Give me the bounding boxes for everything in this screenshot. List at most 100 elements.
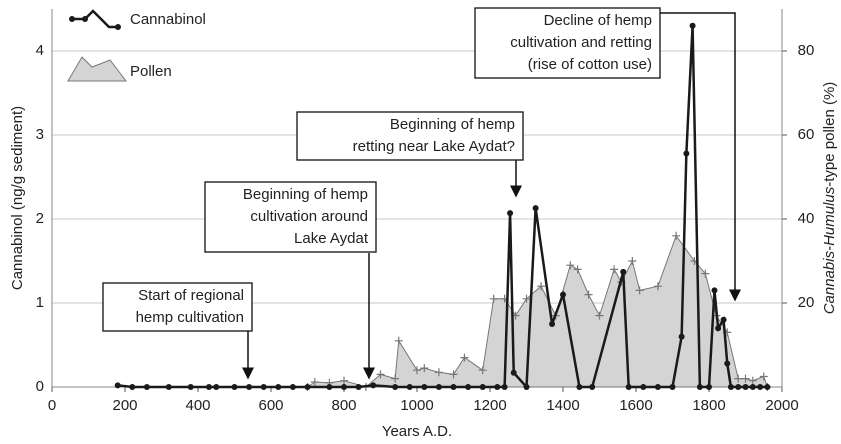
pollen-marker: [478, 366, 487, 375]
cannabinol-marker: [246, 384, 253, 390]
cannabinol-marker: [205, 384, 212, 390]
annotation-box: [296, 111, 524, 161]
annotation: Beginning of hemp cultivation around Lake …: [204, 181, 377, 380]
cannabinol-marker: [143, 384, 150, 390]
x-tick-label: 1000: [400, 397, 433, 414]
cannabinol-marker: [757, 384, 764, 390]
annotation-text: cultivation and retting: [510, 34, 652, 51]
pollen-marker: [628, 257, 637, 265]
annotation-text: Beginning of hemp: [243, 186, 368, 203]
y2-label-part: -type pollen (%): [821, 82, 838, 187]
cannabinol-marker: [640, 384, 647, 390]
annotation-box: [102, 282, 253, 332]
y-axis-label: Cannabinol (ng/g sediment): [9, 106, 26, 290]
cannabinol-marker: [392, 384, 399, 390]
y-tick-label: 0: [36, 378, 44, 395]
legend-marker: [82, 16, 88, 22]
x-tick-label: 1600: [619, 397, 652, 414]
pollen-marker: [566, 261, 575, 270]
cannabinol-marker: [711, 287, 718, 294]
pollen-marker: [734, 374, 743, 383]
pollen-marker: [449, 370, 458, 379]
pollen-marker: [672, 231, 681, 240]
annotation-text: Beginning of hemp: [390, 116, 515, 133]
pollen-marker: [635, 286, 644, 295]
legend-marker: [115, 24, 121, 30]
cannabinol-marker: [231, 384, 238, 390]
cannabinol-marker: [549, 321, 556, 327]
annotation-box: [204, 181, 377, 253]
x-tick-label: 1400: [546, 397, 579, 414]
legend-label: Pollen: [130, 63, 172, 80]
annotation-text: Lake Aydat: [294, 230, 369, 247]
pollen-marker: [340, 376, 348, 385]
legend-line-icon: [72, 9, 118, 29]
annotation-text: Decline of hemp: [544, 12, 652, 29]
annotation-text: retting near Lake Aydat?: [353, 138, 515, 155]
pollen-marker: [413, 366, 421, 375]
annotation: Beginning of hemp retting near Lake Aydat…: [296, 111, 524, 198]
x-tick-label: 800: [331, 397, 356, 414]
y2-tick-label: 80: [798, 42, 815, 59]
cannabinol-marker: [355, 384, 362, 390]
annotation-text: Start of regional: [138, 287, 244, 304]
pollen-marker: [584, 290, 593, 299]
cannabinol-marker: [654, 384, 661, 390]
x-tick-label: 2000: [765, 397, 798, 414]
cannabinol-marker: [532, 205, 539, 212]
cannabinol-marker: [406, 384, 413, 390]
x-tick-label: 1800: [692, 397, 725, 414]
pollen-marker: [537, 282, 546, 291]
pollen-marker: [391, 374, 400, 383]
y-tick-label: 1: [36, 294, 44, 311]
pollen-marker: [420, 364, 429, 373]
cannabinol-marker: [114, 382, 121, 389]
annotation-arrow: [660, 12, 741, 302]
cannabinol-marker: [129, 384, 136, 390]
cannabinol-marker: [435, 384, 442, 390]
cannabinol-marker: [165, 384, 172, 390]
pollen-marker: [489, 294, 498, 303]
pollen-marker: [759, 372, 768, 381]
pollen-marker: [376, 370, 385, 379]
x-tick-label: 600: [258, 397, 283, 414]
cannabinol-marker: [289, 384, 296, 390]
x-tick-label: 0: [48, 397, 56, 414]
x-tick-label: 200: [112, 397, 137, 414]
pollen-marker: [741, 374, 750, 383]
cannabinol-marker: [727, 384, 734, 390]
cannabinol-marker: [507, 210, 514, 217]
annotation-text: (rise of cotton use): [528, 56, 652, 73]
cannabinol-marker: [720, 316, 727, 323]
cannabinol-marker: [620, 268, 627, 275]
legend-marker: [69, 16, 75, 22]
cannabinol-marker: [706, 384, 712, 390]
legend-label: Cannabinol: [130, 11, 206, 28]
cannabinol-marker: [341, 384, 347, 390]
cannabinol-marker: [764, 384, 771, 390]
cannabinol-marker: [187, 384, 194, 390]
cannabinol-marker: [213, 384, 220, 390]
annotation: Decline of hemp cultivation and retting (r…: [474, 7, 741, 302]
cannabinol-marker: [715, 325, 722, 332]
cannabinol-marker: [560, 291, 566, 298]
cannabinol-marker: [749, 384, 756, 390]
pollen-marker: [460, 353, 469, 362]
pollen-marker: [573, 265, 582, 274]
y2-tick-label: 60: [798, 126, 815, 143]
annotation: Start of regional hemp cultivation: [102, 282, 254, 380]
cannabinol-marker: [589, 384, 596, 390]
y-tick-label: 3: [36, 126, 44, 143]
cannabinol-marker: [742, 384, 749, 390]
cannabinol-marker: [696, 384, 703, 390]
cannabinol-marker: [678, 333, 685, 340]
cannabinol-marker: [724, 360, 731, 367]
x-axis-label: Years A.D.: [382, 423, 452, 440]
pollen-marker: [394, 336, 403, 345]
annotation-text: cultivation around: [250, 208, 368, 225]
y2-tick-label: 20: [798, 294, 815, 311]
cannabinol-marker: [421, 384, 428, 390]
cannabinol-marker: [501, 384, 508, 390]
pollen-marker: [701, 269, 710, 278]
cannabinol-marker: [479, 384, 486, 390]
